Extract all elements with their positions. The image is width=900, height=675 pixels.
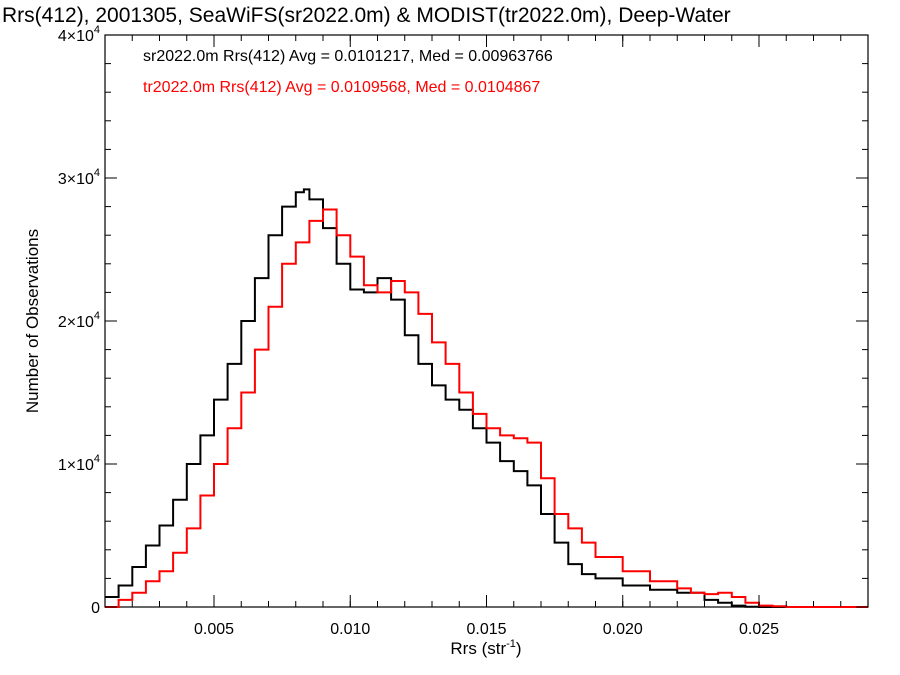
x-axis-label: Rrs (str-1) [450,638,521,658]
y-tick-label-0: 0 [91,600,100,617]
chart-title: Rrs(412), 2001305, SeaWiFS(sr2022.0m) & … [2,4,731,27]
series-line-tr2022.0m [105,208,868,608]
series-line-sr2022.0m [105,188,868,608]
x-tick-label-1: 0.010 [330,621,370,638]
series-layer [105,188,868,608]
x-tick-label-2: 0.015 [466,621,506,638]
x-tick-label-0: 0.005 [194,621,234,638]
x-axis-ticks: 0.005 0.010 0.015 0.020 0.025 [104,35,869,638]
y-tick-label-4: 4×104 [58,24,100,45]
y-tick-label-1: 1×104 [58,453,100,474]
series-annotation-tr2022: tr2022.0m Rrs(412) Avg = 0.0109568, Med … [143,79,540,96]
y-tick-label-3: 3×104 [58,167,100,188]
y-tick-label-2: 2×104 [58,310,100,331]
x-tick-label-4: 0.025 [739,621,779,638]
x-tick-label-3: 0.020 [603,621,643,638]
y-axis-ticks: 0 1×104 2×104 3×104 4×104 [58,24,868,617]
series-annotation-sr2022: sr2022.0m Rrs(412) Avg = 0.0101217, Med … [143,48,553,65]
y-axis-label: Number of Observations [23,229,42,413]
plot-frame [104,34,869,608]
